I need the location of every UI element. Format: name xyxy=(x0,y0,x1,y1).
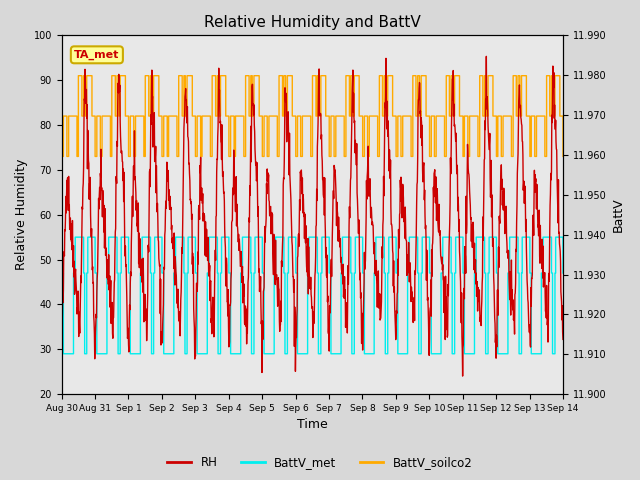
Y-axis label: BattV: BattV xyxy=(612,197,625,232)
Legend: RH, BattV_met, BattV_soilco2: RH, BattV_met, BattV_soilco2 xyxy=(163,452,477,474)
Text: TA_met: TA_met xyxy=(74,50,120,60)
Title: Relative Humidity and BattV: Relative Humidity and BattV xyxy=(204,15,420,30)
Y-axis label: Relative Humidity: Relative Humidity xyxy=(15,159,28,270)
X-axis label: Time: Time xyxy=(297,419,328,432)
